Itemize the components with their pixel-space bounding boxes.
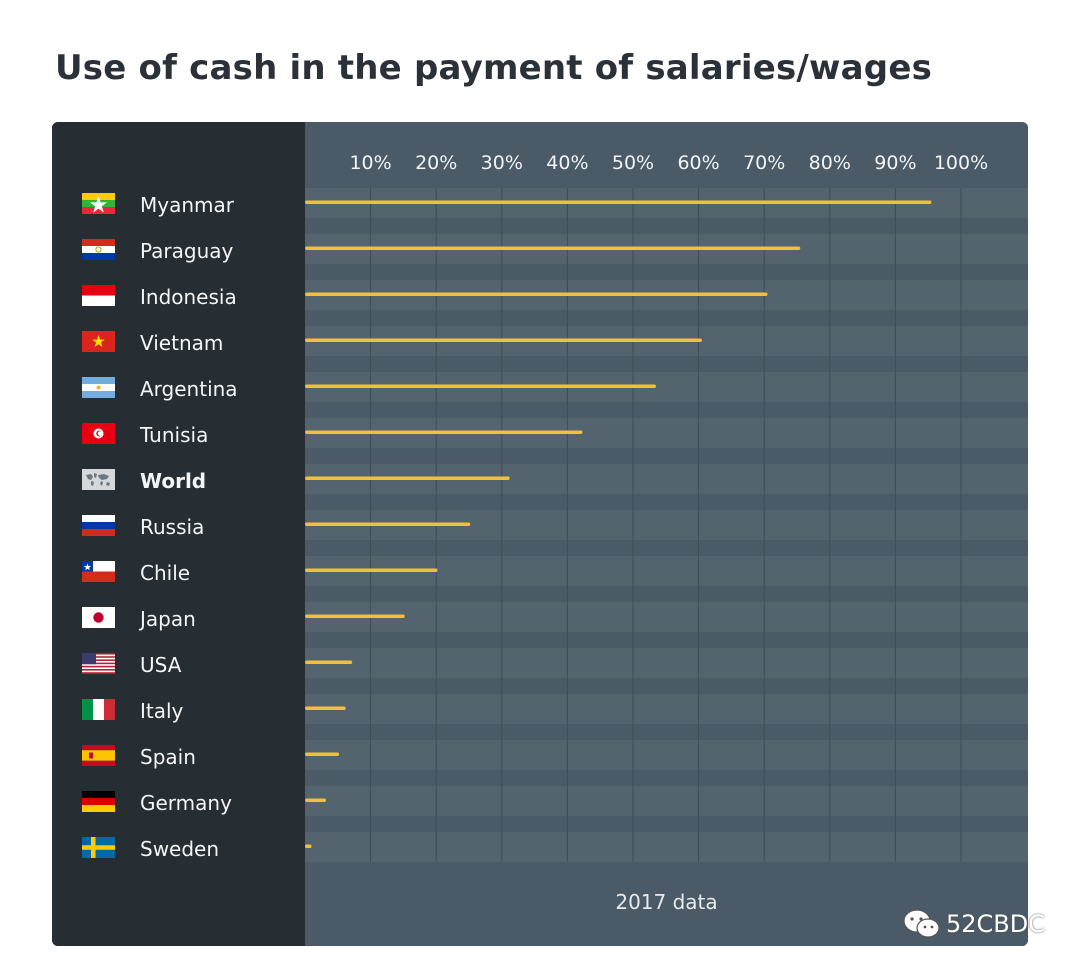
flag-world-icon — [82, 469, 115, 490]
country-label: Indonesia — [140, 285, 237, 309]
bar-chile — [305, 568, 438, 572]
x-tick-label: 100% — [934, 152, 988, 174]
watermark: 52CBDC — [902, 908, 1045, 940]
country-label: Vietnam — [140, 331, 224, 355]
x-tick-label: 80% — [809, 152, 851, 174]
country-label: Chile — [140, 561, 191, 585]
bar-sweden — [305, 844, 312, 848]
bar-spain — [305, 752, 340, 756]
x-tick-label: 30% — [481, 152, 523, 174]
bar-world — [305, 476, 510, 480]
x-tick-label: 50% — [612, 152, 654, 174]
flag-vietnam-icon — [82, 331, 115, 352]
flag-usa-icon — [82, 653, 115, 674]
chart-card: Myanmar Paraguay Indonesia Vietnam Argentina… — [52, 122, 1028, 946]
flag-russia-icon — [82, 515, 115, 536]
country-label: Sweden — [140, 837, 220, 861]
country-label: Russia — [140, 515, 205, 539]
country-label: Italy — [140, 699, 184, 723]
row-band — [305, 602, 1028, 632]
x-tick-label: 70% — [743, 152, 785, 174]
x-tick-label: 60% — [677, 152, 719, 174]
country-label: Paraguay — [140, 239, 234, 263]
wechat-icon — [903, 909, 940, 938]
bar-myanmar — [305, 200, 932, 204]
data-year-note: 2017 data — [615, 890, 718, 914]
bar-russia — [305, 522, 471, 526]
flag-paraguay-icon — [82, 239, 115, 260]
bar-paraguay — [305, 246, 801, 250]
bar-usa — [305, 660, 353, 664]
country-label: Japan — [140, 607, 196, 631]
flag-argentina-icon — [82, 377, 115, 398]
row-band — [305, 740, 1028, 770]
flag-sweden-icon — [82, 837, 115, 858]
bar-tunisia — [305, 430, 583, 434]
flag-japan-icon — [82, 607, 115, 628]
x-tick-label: 20% — [415, 152, 457, 174]
x-tick-label: 40% — [546, 152, 588, 174]
country-label: Germany — [140, 791, 232, 815]
flag-spain-icon — [82, 745, 115, 766]
country-label: USA — [140, 653, 182, 677]
x-tick-label: 10% — [349, 152, 391, 174]
bar-italy — [305, 706, 346, 710]
bar-vietnam — [305, 338, 702, 342]
flag-tunisia-icon — [82, 423, 115, 444]
flag-chile-icon — [82, 561, 115, 582]
country-label: Spain — [140, 745, 196, 769]
row-band — [305, 832, 1028, 862]
bar-chart: 10% 20% 30% 40% 50% 60% 70% 80% 90% 100% — [305, 152, 1028, 862]
plot-area: 10% 20% 30% 40% 50% 60% 70% 80% 90% 100% 2017 dat… — [305, 122, 1028, 946]
flag-myanmar-icon — [82, 193, 115, 214]
x-tick-label: 90% — [874, 152, 916, 174]
chart-title: Use of cash in the payment of salaries/w… — [55, 48, 933, 88]
country-label: World — [140, 469, 207, 493]
watermark-text: 52CBDC — [946, 910, 1045, 938]
row-band — [305, 648, 1028, 678]
bar-indonesia — [305, 292, 768, 296]
bar-argentina — [305, 384, 656, 388]
bar-germany — [305, 798, 326, 802]
flag-germany-icon — [82, 791, 115, 812]
flag-indonesia-icon — [82, 285, 115, 306]
row-band — [305, 694, 1028, 724]
country-sidebar: Myanmar Paraguay Indonesia Vietnam Argentina… — [52, 122, 305, 946]
country-label: Argentina — [140, 377, 238, 401]
bar-japan — [305, 614, 405, 618]
country-label: Myanmar — [140, 193, 234, 217]
flag-italy-icon — [82, 699, 115, 720]
row-band — [305, 786, 1028, 816]
country-label: Tunisia — [140, 423, 209, 447]
